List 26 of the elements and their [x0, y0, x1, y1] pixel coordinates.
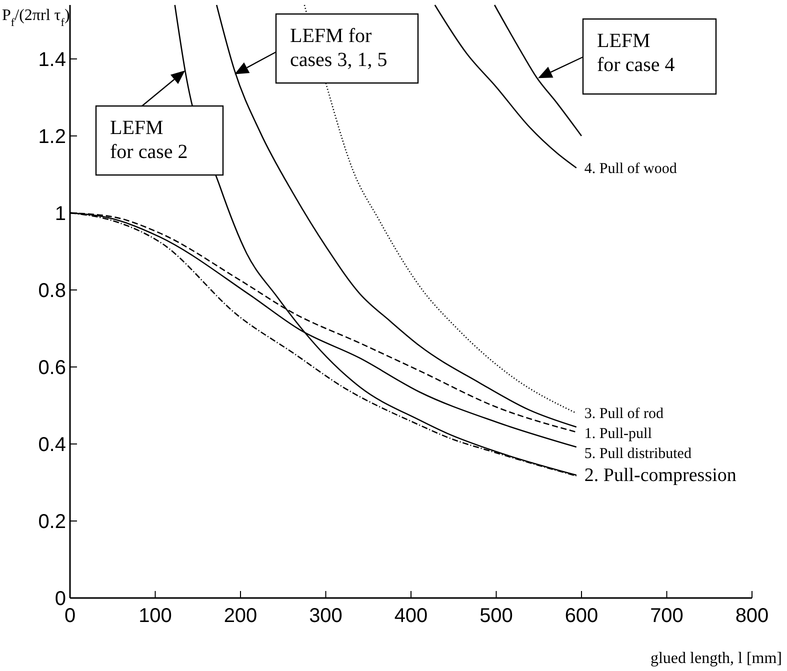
x-tick-label: 800 [735, 605, 769, 627]
x-tick-label: 300 [309, 605, 342, 627]
x-tick-label: 100 [138, 605, 172, 627]
annotation: LEFM for cases 3, 1, 5 [290, 25, 388, 71]
series-label: 1. Pull-pull [584, 426, 652, 442]
annotation: LEFM for case 2 [110, 117, 188, 163]
x-tick-label: 200 [224, 605, 258, 627]
y-tick-label: 1 [54, 202, 66, 225]
x-tick-label: 500 [480, 605, 513, 627]
annotation: LEFM for case 4 [597, 30, 675, 76]
series-label: 3. Pull of rod [584, 406, 664, 422]
x-tick-label: 400 [394, 605, 428, 627]
y-tick-label: 0.2 [38, 510, 66, 533]
y-tick-label: 0.4 [38, 434, 66, 456]
series-label: 2. Pull-compression [584, 464, 737, 486]
y-axis-title: P$_{f}$/(2πrl τ$_{f}$) [2, 7, 70, 29]
x-axis-title: glued length, l [mm] [650, 650, 782, 667]
series-label: 5. Pull distributed [584, 446, 692, 462]
y-tick-label: 0 [54, 588, 66, 610]
y-tick-label: 1.2 [38, 126, 66, 148]
x-tick-label: 700 [650, 605, 684, 627]
y-tick-label: 0.8 [38, 280, 66, 302]
x-tick-label: 600 [564, 605, 598, 627]
series-label: 4. Pull of wood [584, 160, 678, 177]
y-tick-label: 0.6 [38, 356, 66, 379]
y-tick-label: 1.4 [38, 48, 66, 71]
